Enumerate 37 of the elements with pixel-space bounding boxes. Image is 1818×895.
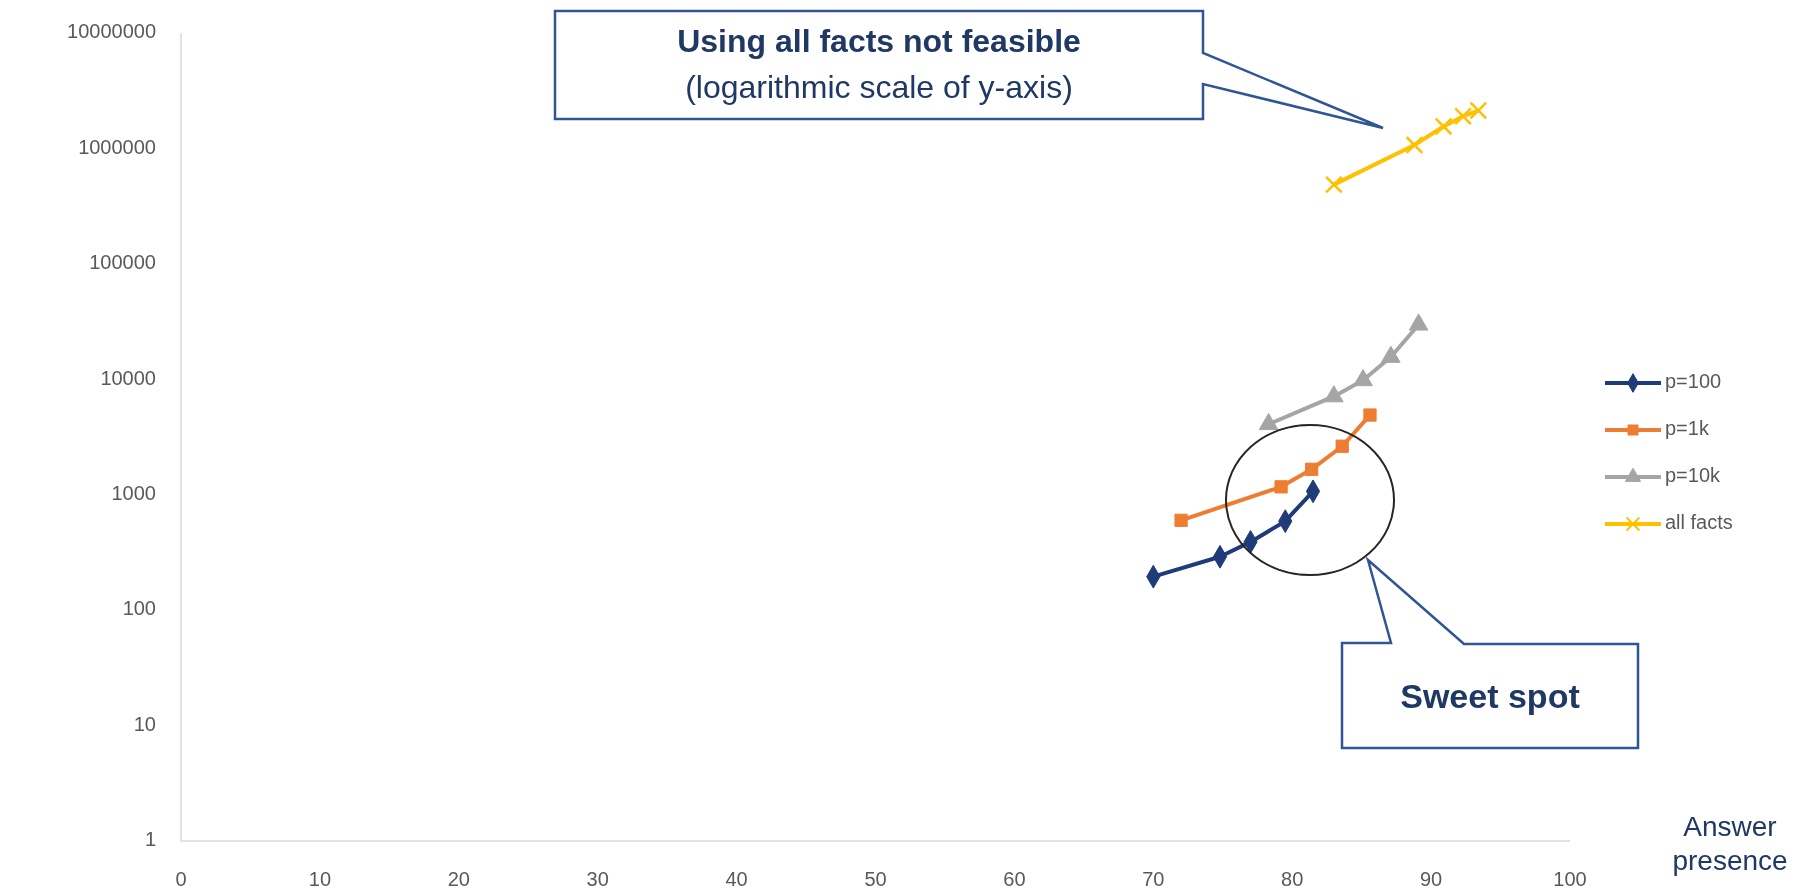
x-tick-label: 70	[1142, 868, 1165, 890]
point	[1324, 175, 1343, 194]
point	[1363, 408, 1377, 422]
x-axis-title: Answer presence	[1672, 811, 1788, 876]
x-tick-label: 0	[175, 868, 187, 890]
legend-label: all facts	[1665, 511, 1733, 534]
annotation: Using all facts not feasible	[677, 23, 1081, 59]
point	[1305, 462, 1319, 476]
y-tick-label: 100	[122, 597, 156, 620]
x-tick-label: 40	[725, 868, 748, 890]
point	[1174, 513, 1188, 527]
y-tick-label: 1000000	[78, 135, 156, 158]
legend-label: p=1k	[1665, 417, 1710, 440]
y-tick-label: 10	[133, 712, 156, 735]
point	[1469, 101, 1488, 120]
y-tick-label: 10000000	[67, 20, 156, 43]
y-tick-label: 1000	[111, 482, 156, 504]
x-tick-label: 50	[864, 868, 887, 890]
annotation: (logarithmic scale of y-axis)	[685, 69, 1073, 105]
point	[1335, 439, 1349, 453]
x-tick-label: 80	[1281, 868, 1304, 890]
x-tick-label: 30	[586, 868, 609, 890]
y-tick-label: 10000	[100, 366, 156, 389]
y-tick-label: 1	[144, 828, 156, 851]
x-tick-label: 60	[1003, 868, 1026, 890]
legend-label: p=100	[1665, 370, 1722, 393]
annotation: Sweet spot	[1400, 677, 1580, 715]
x-tick-label: 10	[308, 868, 332, 890]
y-tick-label: 100000	[89, 251, 156, 274]
point	[1434, 117, 1453, 136]
x-tick-label: 100	[1553, 868, 1587, 890]
legend-label: p=10k	[1665, 464, 1722, 487]
point	[1274, 480, 1288, 494]
x-tick-label: 20	[447, 868, 470, 890]
point	[1454, 107, 1473, 126]
point	[1405, 136, 1424, 155]
x-tick-label: 90	[1419, 868, 1443, 890]
